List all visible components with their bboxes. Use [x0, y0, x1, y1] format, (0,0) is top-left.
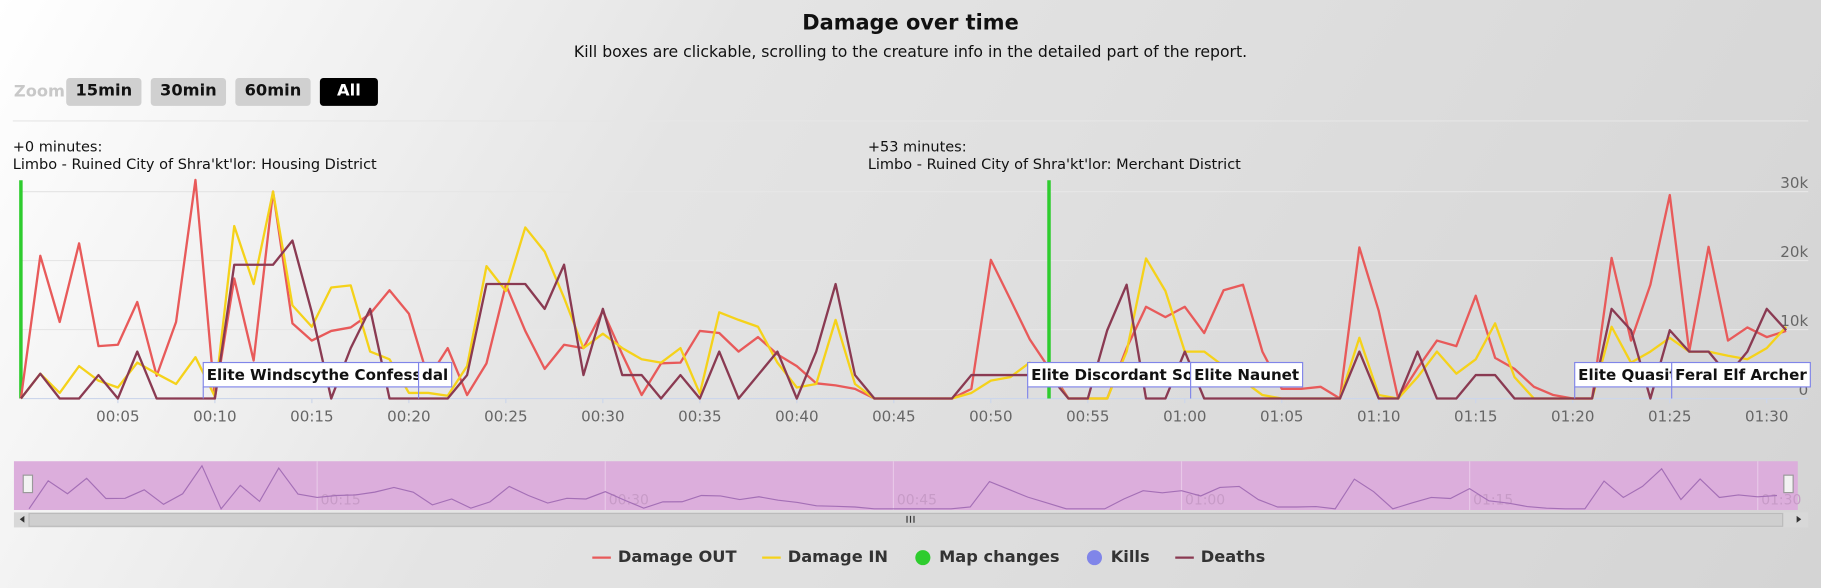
map-change-label: +0 minutes: — [13, 140, 103, 156]
kill-box[interactable] — [1190, 361, 1304, 388]
legend-label[interactable]: Damage OUT — [618, 547, 737, 566]
kill-box[interactable] — [417, 361, 453, 388]
x-tick-label: 00:55 — [1066, 408, 1109, 426]
scroll-left[interactable] — [19, 515, 25, 523]
legend-symbol[interactable] — [1086, 550, 1103, 566]
zoom-button[interactable] — [235, 77, 311, 106]
zoom-button-label[interactable]: All — [337, 80, 361, 99]
navigator-series — [28, 464, 1778, 510]
map-change-label: +53 minutes: — [868, 140, 967, 156]
navigator-handle[interactable] — [1783, 474, 1794, 494]
kill-box[interactable] — [1671, 361, 1811, 388]
scrollbar-thumb[interactable] — [28, 512, 1784, 527]
x-tick-label: 00:10 — [193, 408, 236, 426]
x-tick-label: 00:35 — [678, 408, 721, 426]
zoom-button[interactable] — [66, 77, 142, 106]
kill-box[interactable] — [1574, 361, 1681, 388]
map-change-place: Limbo - Ruined City of Shra'kt'lor: Merc… — [868, 157, 1241, 173]
x-tick-label: 01:25 — [1648, 408, 1691, 426]
x-tick-label: 00:15 — [290, 408, 333, 426]
x-tick-label: 01:30 — [1745, 408, 1788, 426]
y-tick-label: 0 — [1799, 381, 1809, 399]
kill-box[interactable] — [1027, 361, 1214, 388]
kill-label[interactable]: Elite Discordant Soul — [1031, 366, 1209, 384]
y-tick-label: 30k — [1780, 174, 1808, 192]
legend-label[interactable]: Map changes — [939, 547, 1060, 566]
map-change-place: Limbo - Ruined City of Shra'kt'lor: Hous… — [13, 157, 377, 173]
kill-box[interactable] — [202, 361, 444, 388]
navigator-label: 01:00 — [1185, 493, 1225, 509]
series-line — [19, 239, 1788, 400]
x-tick-label: 00:25 — [484, 408, 527, 426]
navigator-label: 01:30 — [1761, 493, 1801, 509]
legend-label[interactable]: Kills — [1111, 547, 1150, 566]
x-tick-label: 00:30 — [581, 408, 624, 426]
kill-label[interactable]: Elite Windscythe Confessor — [207, 366, 440, 384]
kill-label[interactable]: Elite Quasit — [1578, 366, 1676, 384]
legend-symbol[interactable] — [915, 550, 931, 566]
kill-label[interactable]: Elite Naunet — [1194, 366, 1299, 384]
kill-label[interactable]: Feral Elf Archer — [1675, 366, 1807, 384]
x-tick-label: 00:50 — [969, 408, 1012, 426]
x-tick-label: 01:00 — [1163, 408, 1206, 426]
navigator-label: 00:30 — [609, 493, 649, 509]
zoom-button-label[interactable]: 15min — [75, 80, 132, 99]
x-tick-label: 01:10 — [1357, 408, 1400, 426]
scroll-grip — [906, 515, 915, 523]
kill-label[interactable]: dal — [422, 366, 448, 384]
legend-label[interactable]: Damage IN — [788, 547, 888, 566]
y-tick-label: 10k — [1780, 312, 1808, 330]
chart-title: Damage over time — [802, 10, 1019, 34]
x-tick-label: 01:05 — [1260, 408, 1303, 426]
y-tick-label: 20k — [1780, 243, 1808, 261]
chart-subtitle: Kill boxes are clickable, scrolling to t… — [574, 42, 1247, 61]
navigator-label: 00:45 — [897, 493, 937, 509]
legend-label[interactable]: Deaths — [1201, 547, 1265, 566]
zoom-button-label[interactable]: 60min — [245, 80, 302, 99]
zoom-button[interactable] — [150, 77, 227, 106]
x-tick-label: 00:45 — [872, 408, 915, 426]
x-tick-label: 00:40 — [775, 408, 818, 426]
x-tick-label: 00:20 — [387, 408, 430, 426]
x-tick-label: 00:05 — [96, 408, 139, 426]
zoom-button[interactable] — [319, 77, 378, 106]
scroll-right[interactable] — [1796, 515, 1802, 523]
x-tick-label: 01:20 — [1551, 408, 1594, 426]
x-tick-label: 01:15 — [1454, 408, 1497, 426]
navigator-label: 00:15 — [321, 493, 361, 509]
navigator-handle[interactable] — [22, 474, 34, 494]
zoom-button-label[interactable]: 30min — [160, 80, 217, 99]
zoom-label: Zoom — [14, 81, 65, 100]
